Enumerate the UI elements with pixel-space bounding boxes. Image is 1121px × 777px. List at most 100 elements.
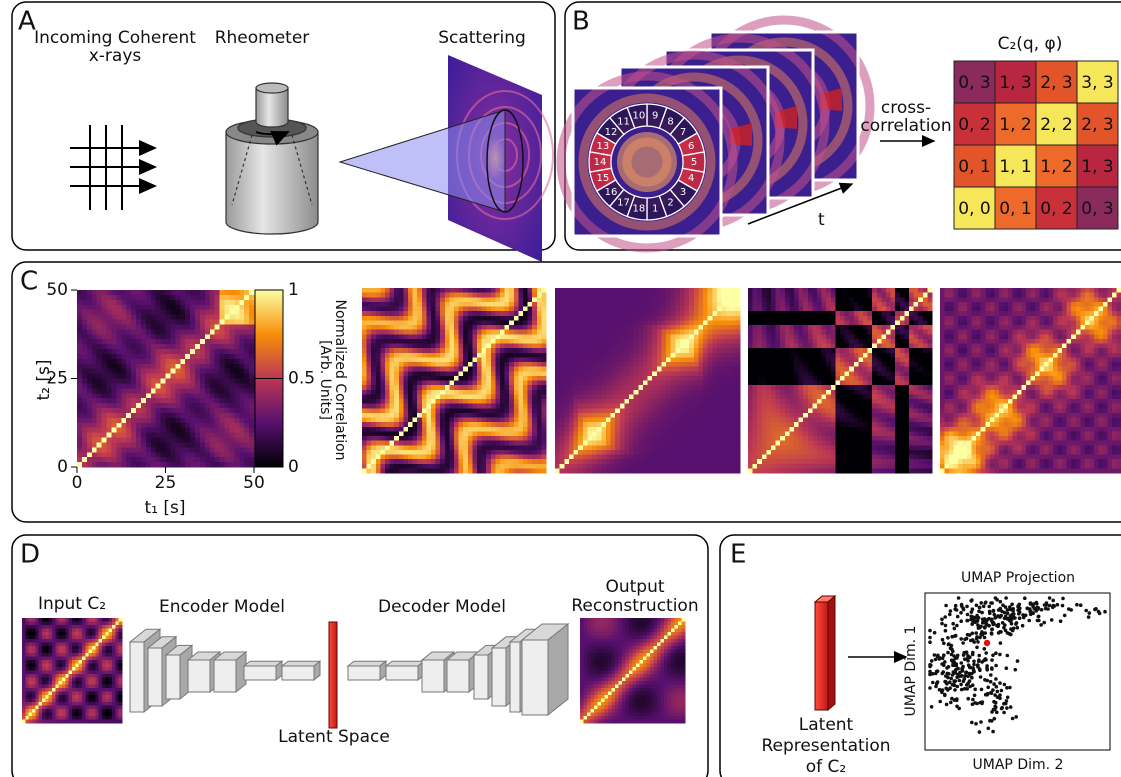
heatmap-cell <box>376 307 381 312</box>
heatmap-cell <box>102 413 108 419</box>
heatmap-cell <box>689 307 694 312</box>
heatmap-cell <box>578 339 583 344</box>
heatmap-cell <box>766 288 771 293</box>
heatmap-cell <box>482 353 487 358</box>
heatmap-cell <box>638 408 643 413</box>
heatmap-cell <box>703 436 708 441</box>
heatmap-cell <box>574 371 579 376</box>
heatmap-cell <box>555 344 560 349</box>
heatmap-cell <box>731 394 736 399</box>
heatmap-cell <box>445 418 450 423</box>
heatmap-cell <box>449 367 454 372</box>
heatmap-cell <box>541 348 546 353</box>
heatmap-cell <box>712 316 717 321</box>
heatmap-cell <box>136 354 142 360</box>
heatmap-cell <box>629 320 634 325</box>
heatmap-cell <box>225 344 231 350</box>
heatmap-cell <box>574 413 579 418</box>
heatmap-cell <box>380 348 385 353</box>
heatmap-cell <box>785 334 790 339</box>
heatmap-cell <box>757 399 762 404</box>
heatmap-cell <box>229 290 235 296</box>
heatmap-cell <box>380 427 385 432</box>
heatmap-cell <box>111 364 117 370</box>
heatmap-cell <box>634 344 639 349</box>
heatmap-cell <box>661 418 666 423</box>
heatmap-cell <box>735 394 740 399</box>
heatmap-cell <box>229 295 235 301</box>
heatmap-cell <box>771 297 776 302</box>
heatmap-cell <box>87 428 93 434</box>
heatmap-cell <box>680 459 685 464</box>
heatmap-cell <box>390 376 395 381</box>
heatmap-cell <box>121 300 127 306</box>
heatmap-cell <box>97 413 103 419</box>
heatmap-cell <box>509 339 514 344</box>
heatmap-cell <box>385 464 390 469</box>
heatmap-cell <box>785 436 790 441</box>
heatmap-cell <box>689 385 694 390</box>
heatmap-cell <box>121 329 127 335</box>
heatmap-cell <box>376 455 381 460</box>
heatmap-cell <box>523 468 528 473</box>
heatmap-cell <box>459 445 464 450</box>
heatmap-cell <box>694 293 699 298</box>
heatmap-cell <box>97 324 103 330</box>
heatmap-cell <box>190 408 196 414</box>
heatmap-cell <box>380 464 385 469</box>
heatmap-cell <box>685 450 690 455</box>
heatmap-cell <box>417 450 422 455</box>
heatmap-cell <box>712 394 717 399</box>
heatmap-cell <box>606 436 611 441</box>
heatmap-cell <box>495 297 500 302</box>
heatmap-cell <box>390 362 395 367</box>
heatmap-cell <box>185 447 191 453</box>
heatmap-cell <box>648 450 653 455</box>
heatmap-cell <box>657 307 662 312</box>
heatmap-cell <box>468 288 473 293</box>
heatmap-cell <box>210 339 216 345</box>
heatmap-cell <box>726 450 731 455</box>
heatmap-cell <box>459 441 464 446</box>
heatmap-cell <box>151 462 157 468</box>
heatmap-cell <box>417 302 422 307</box>
heatmap-cell <box>657 394 662 399</box>
heatmap-cell <box>680 367 685 372</box>
heatmap-cell <box>689 413 694 418</box>
matrix-label: 1, 3 <box>999 73 1031 93</box>
heatmap-cell <box>555 413 560 418</box>
heatmap-cell <box>685 311 690 316</box>
heatmap-cell <box>422 302 427 307</box>
heatmap-cell <box>131 379 137 385</box>
heatmap-cell <box>417 399 422 404</box>
heatmap-cell <box>445 431 450 436</box>
heatmap-cell <box>417 394 422 399</box>
heatmap-cell <box>249 462 255 468</box>
heatmap-cell <box>560 445 565 450</box>
heatmap-cell <box>753 302 758 307</box>
heatmap-cell <box>431 353 436 358</box>
heatmap-cell <box>689 459 694 464</box>
heatmap-cell <box>500 441 505 446</box>
heatmap-cell <box>210 324 216 330</box>
heatmap-cell <box>601 413 606 418</box>
heatmap-cell <box>666 311 671 316</box>
heatmap-cell <box>234 320 240 326</box>
heatmap-cell <box>694 381 699 386</box>
heatmap-cell <box>766 464 771 469</box>
heatmap-cell <box>615 464 620 469</box>
heatmap-cell <box>675 357 680 362</box>
heatmap-cell <box>486 362 491 367</box>
heatmap-cell <box>170 305 176 311</box>
heatmap-cell <box>126 418 132 424</box>
heatmap-cell <box>371 464 376 469</box>
heatmap-cell <box>541 381 546 386</box>
heatmap-cell <box>413 367 418 372</box>
heatmap-cell <box>671 404 676 409</box>
heatmap-cell <box>126 295 132 301</box>
heatmap-cell <box>195 398 201 404</box>
heatmap-cell <box>362 339 367 344</box>
heatmap-cell <box>634 399 639 404</box>
heatmap-cell <box>111 447 117 453</box>
heatmap-cell <box>528 385 533 390</box>
